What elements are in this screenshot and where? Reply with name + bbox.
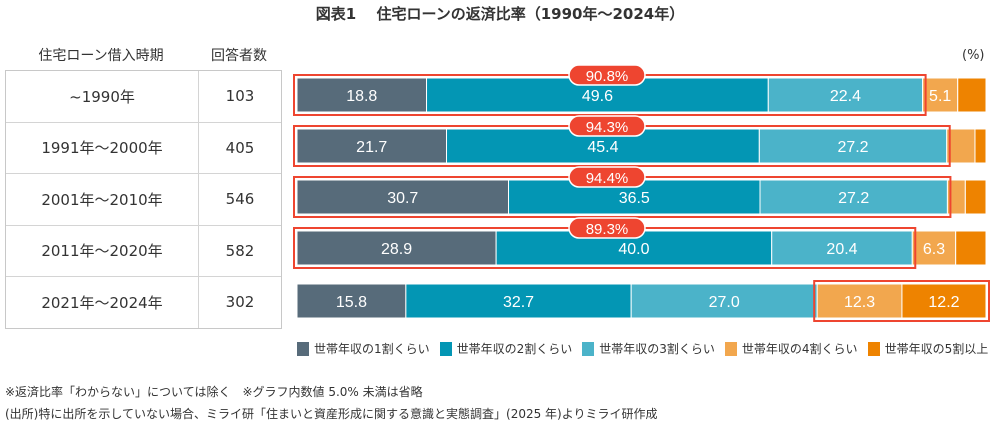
legend-label: 世帯年収の1割くらい xyxy=(314,342,430,356)
data-label: 40.0 xyxy=(618,241,649,258)
bar-segment xyxy=(296,283,407,319)
table-row: ~1990年 103 xyxy=(6,71,281,123)
bar-segment xyxy=(758,128,948,164)
total-badge xyxy=(568,166,646,188)
legend-label: 世帯年収の3割くらい xyxy=(599,342,715,356)
bar-segment xyxy=(911,230,957,266)
bar-segment xyxy=(405,283,632,319)
data-label: 28.9 xyxy=(381,241,412,258)
unit-label: (%) xyxy=(962,48,985,63)
bar-row: 21.7 45.4 27.2 94.3% xyxy=(293,115,987,167)
legend-swatch xyxy=(582,341,595,356)
total-badge-label: 94.3% xyxy=(586,119,629,136)
bar-row: 18.8 49.6 22.4 5.1 90.8% xyxy=(293,64,987,116)
data-label: 27.2 xyxy=(837,139,868,156)
bar-row: 15.8 32.7 27.0 12.3 12.2 xyxy=(296,280,990,322)
legend-item: 世帯年収の5割以上 xyxy=(867,340,989,357)
bar-segment xyxy=(957,77,987,113)
data-label: 45.4 xyxy=(587,139,618,156)
data-label: 32.7 xyxy=(503,294,534,311)
bar-segment xyxy=(296,230,497,266)
bar-segment xyxy=(759,179,948,215)
period-cell: 2011年～2020年 xyxy=(6,225,199,276)
bar-row: 30.7 36.5 27.2 94.4% xyxy=(293,166,987,218)
data-label: 30.7 xyxy=(387,190,418,207)
period-cell: 2001年～2010年 xyxy=(6,174,199,225)
total-badge xyxy=(568,217,646,239)
data-label: 12.3 xyxy=(844,294,875,311)
bar-segment xyxy=(296,128,448,164)
total-badge-label: 94.4% xyxy=(586,170,629,187)
data-label: 12.2 xyxy=(928,294,959,311)
data-label: 27.2 xyxy=(838,190,869,207)
bar-segment xyxy=(955,230,987,266)
total-badge-label: 89.3% xyxy=(586,221,629,238)
data-label: 27.0 xyxy=(709,294,740,311)
bar-segment xyxy=(922,77,959,113)
total-badge xyxy=(568,115,646,137)
legend-label: 世帯年収の5割以上 xyxy=(884,342,989,356)
count-cell: 582 xyxy=(225,241,255,260)
column-header-period: 住宅ローン借入時期 xyxy=(38,48,164,64)
count-cell: 103 xyxy=(225,87,255,106)
chart-title: 図表1 住宅ローンの返済比率（1990年～2024年） xyxy=(315,5,685,23)
legend-swatch xyxy=(297,341,309,356)
bar-segment xyxy=(767,77,924,113)
count-cell: 546 xyxy=(225,190,255,209)
table-row: 2001年～2010年 546 xyxy=(6,174,281,226)
legend-label: 世帯年収の4割くらい xyxy=(741,342,858,356)
source-note: (出所)特に出所を示していない場合、ミライ研「住まいと資産形成に関する意識と実態… xyxy=(5,407,658,421)
legend-item: 世帯年収の3割くらい xyxy=(582,340,715,357)
data-label: 20.4 xyxy=(826,241,857,258)
respondent-table: ~1990年 103 1991年～2000年 405 2001年～2010年 5… xyxy=(5,70,282,329)
total-badge xyxy=(568,64,646,86)
highlight-box xyxy=(813,280,990,322)
data-label: 6.3 xyxy=(923,241,945,258)
stacked-bar-chart: 18.8 49.6 22.4 5.1 90.8% 21.7 45.4 27.2 94.3% 30.… xyxy=(293,64,990,322)
bar-segment xyxy=(296,77,428,113)
bar-row: 28.9 40.0 20.4 6.3 89.3% xyxy=(293,217,987,269)
data-label: 18.8 xyxy=(346,88,377,105)
total-badge-label: 90.8% xyxy=(586,68,629,85)
period-cell: 1991年～2000年 xyxy=(6,122,199,173)
data-label: 15.8 xyxy=(336,294,367,311)
bar-segment xyxy=(630,283,818,319)
period-cell: 2021年～2024年 xyxy=(6,277,199,328)
footnote: ※返済比率「わからない」については除く ※グラフ内数値 5.0% 未満は省略 xyxy=(5,385,423,399)
bar-segment xyxy=(901,283,987,319)
bar-segment xyxy=(964,179,987,215)
legend-swatch xyxy=(867,341,880,356)
bar-segment xyxy=(946,128,976,164)
table-row: 2011年～2020年 582 xyxy=(6,225,281,277)
legend-swatch xyxy=(439,341,452,356)
bar-segment xyxy=(771,230,913,266)
table-row: 1991年～2000年 405 xyxy=(6,122,281,174)
bar-segment xyxy=(816,283,903,319)
legend-swatch xyxy=(724,341,737,356)
legend-item: 世帯年収の4割くらい xyxy=(724,340,858,357)
data-label: 22.4 xyxy=(830,88,861,105)
data-label: 36.5 xyxy=(619,190,650,207)
period-cell: ~1990年 xyxy=(6,71,199,122)
legend-item: 世帯年収の1割くらい xyxy=(297,340,430,357)
bar-segment xyxy=(974,128,987,164)
data-label: 49.6 xyxy=(582,88,613,105)
legend-label: 世帯年収の2割くらい xyxy=(456,342,573,356)
data-label: 21.7 xyxy=(356,139,387,156)
table-row: 2021年～2024年 302 xyxy=(6,277,281,328)
legend: 世帯年収の1割くらい 世帯年収の2割くらい 世帯年収の3割くらい 世帯年収の4割… xyxy=(297,340,988,357)
column-header-count: 回答者数 xyxy=(211,48,267,64)
data-label: 5.1 xyxy=(929,88,951,105)
legend-item: 世帯年収の2割くらい xyxy=(439,340,573,357)
count-cell: 302 xyxy=(225,293,255,312)
count-cell: 405 xyxy=(225,138,255,157)
